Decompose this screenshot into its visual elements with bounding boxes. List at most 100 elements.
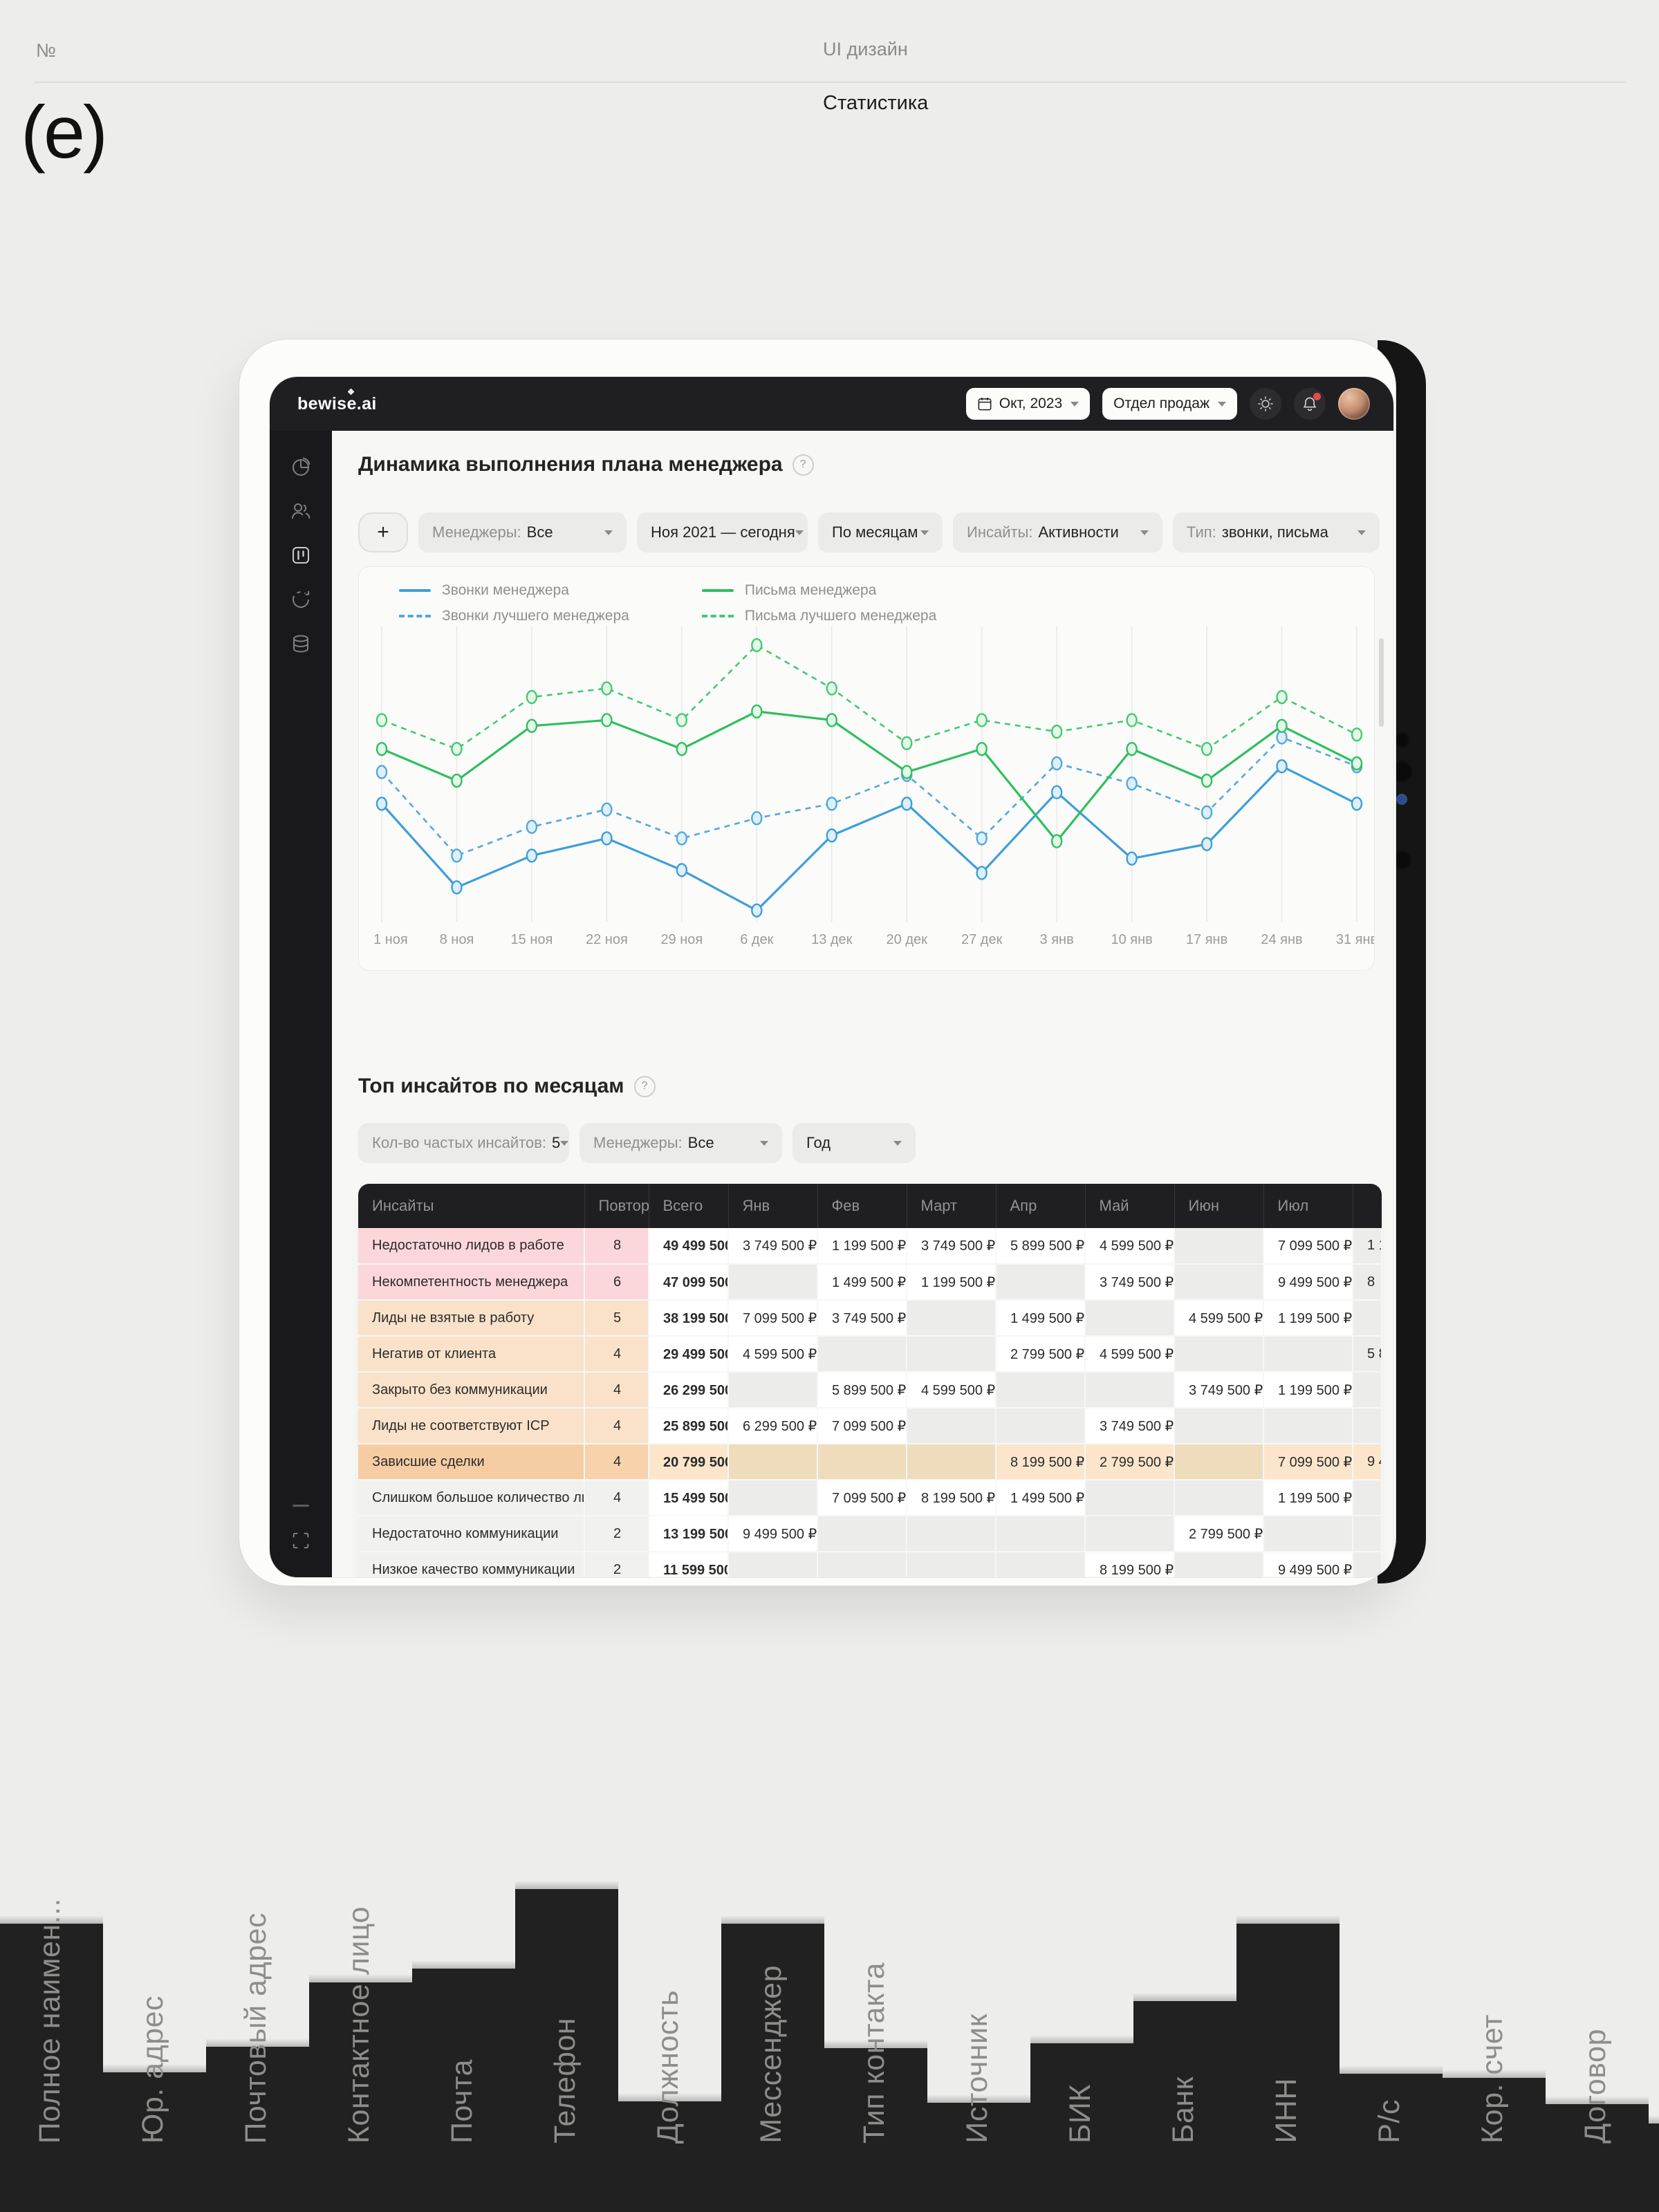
plan-filter-1[interactable]: Ноя 2021 — сегодня — [637, 512, 808, 552]
data-point[interactable] — [901, 765, 913, 779]
data-point[interactable] — [751, 638, 763, 653]
table-row[interactable]: Слишком большое количество лидов415 499 … — [358, 1480, 1382, 1516]
user-avatar[interactable] — [1338, 388, 1370, 420]
data-point[interactable] — [526, 819, 538, 834]
data-point[interactable] — [1276, 718, 1288, 733]
data-point[interactable] — [451, 848, 463, 863]
data-point[interactable] — [901, 797, 913, 811]
notifications-button[interactable] — [1294, 388, 1326, 420]
data-point[interactable] — [526, 848, 538, 863]
scan-icon[interactable] — [290, 1530, 311, 1551]
legend-item[interactable]: Звонки менеджера — [399, 582, 629, 599]
plan-filter-4[interactable]: Тип: звонки, письма — [1173, 512, 1380, 552]
data-point[interactable] — [1201, 837, 1213, 851]
insights-filter-0[interactable]: Кол-во частых инсайтов: 5 — [358, 1123, 569, 1163]
data-point[interactable] — [526, 689, 538, 705]
data-point[interactable] — [976, 866, 988, 880]
data-point[interactable] — [601, 681, 613, 696]
data-point[interactable] — [1050, 756, 1063, 771]
data-point[interactable] — [901, 736, 913, 751]
legend-item[interactable]: Звонки лучшего менеджера — [399, 608, 629, 624]
data-point[interactable] — [1276, 730, 1288, 745]
data-point[interactable] — [376, 713, 388, 727]
data-point[interactable] — [1126, 776, 1138, 791]
plan-filter-3[interactable]: Инсайты: Активности — [953, 512, 1162, 552]
column-header-Апр[interactable]: Апр — [996, 1184, 1086, 1228]
data-point[interactable] — [826, 797, 837, 811]
help-icon[interactable]: ? — [633, 1075, 656, 1097]
data-point[interactable] — [451, 773, 463, 788]
data-point[interactable] — [1351, 727, 1363, 742]
data-point[interactable] — [1201, 773, 1213, 788]
department-select[interactable]: Отдел продаж — [1102, 388, 1237, 420]
data-point[interactable] — [1351, 797, 1363, 811]
data-point[interactable] — [676, 741, 688, 756]
data-point[interactable] — [1126, 713, 1138, 727]
legend-item[interactable]: Письма менеджера — [701, 582, 936, 599]
data-point[interactable] — [676, 863, 688, 877]
data-point[interactable] — [451, 880, 463, 895]
data-point[interactable] — [1050, 785, 1063, 799]
data-point[interactable] — [676, 831, 688, 846]
data-point[interactable] — [601, 831, 613, 846]
data-point[interactable] — [1201, 805, 1213, 820]
sidebar-item-team[interactable] — [290, 500, 312, 522]
data-point[interactable] — [1126, 851, 1138, 866]
data-point[interactable] — [676, 713, 688, 727]
data-point[interactable] — [1050, 834, 1063, 848]
data-point[interactable] — [601, 713, 613, 727]
data-point[interactable] — [1126, 741, 1138, 756]
theme-toggle-button[interactable] — [1250, 388, 1281, 420]
data-point[interactable] — [1276, 759, 1288, 774]
sidebar-collapse-icon[interactable] — [293, 1505, 309, 1507]
sidebar-item-board[interactable] — [290, 544, 312, 566]
data-point[interactable] — [376, 741, 388, 756]
date-picker[interactable]: Окт, 2023 — [965, 388, 1091, 420]
sidebar-item-analytics[interactable] — [290, 456, 312, 478]
column-header-Июн[interactable]: Июн — [1174, 1184, 1264, 1228]
column-header-Июл[interactable]: Июл — [1263, 1184, 1353, 1228]
data-point[interactable] — [601, 802, 613, 817]
data-point[interactable] — [826, 681, 837, 696]
data-point[interactable] — [751, 704, 763, 719]
data-point[interactable] — [1050, 724, 1063, 739]
plan-filter-2[interactable]: По месяцам — [818, 512, 943, 552]
column-header-Март[interactable]: Март — [907, 1184, 997, 1228]
sidebar-item-history[interactable] — [290, 588, 312, 611]
column-header-Май[interactable]: Май — [1085, 1184, 1175, 1228]
scrollbar[interactable] — [1379, 638, 1384, 727]
data-point[interactable] — [451, 741, 463, 756]
data-point[interactable] — [976, 831, 988, 846]
app-logo[interactable]: bewise.ai — [297, 388, 377, 414]
add-filter-button[interactable]: + — [358, 512, 408, 552]
column-header-Янв[interactable]: Янв — [728, 1184, 818, 1228]
insights-filter-2[interactable]: Год — [793, 1123, 916, 1163]
help-icon[interactable]: ? — [792, 454, 814, 476]
data-point[interactable] — [826, 828, 837, 843]
data-point[interactable] — [376, 765, 388, 779]
legend-item[interactable]: Письма лучшего менеджера — [701, 608, 936, 624]
data-point[interactable] — [376, 797, 388, 811]
data-point[interactable] — [1351, 756, 1363, 771]
insights-filter-1[interactable]: Менеджеры: Все — [580, 1123, 782, 1163]
plan-filter-0[interactable]: Менеджеры: Все — [418, 512, 627, 552]
data-point[interactable] — [751, 903, 763, 918]
data-point[interactable] — [1276, 689, 1288, 705]
sidebar-item-data[interactable] — [290, 633, 312, 655]
data-point[interactable] — [826, 713, 837, 727]
data-point[interactable] — [976, 741, 988, 756]
data-point[interactable] — [1201, 741, 1213, 756]
data-point[interactable] — [526, 718, 538, 733]
column-header-Фев[interactable]: Фев — [817, 1184, 907, 1228]
data-point[interactable] — [976, 713, 988, 727]
data-point[interactable] — [751, 811, 763, 826]
